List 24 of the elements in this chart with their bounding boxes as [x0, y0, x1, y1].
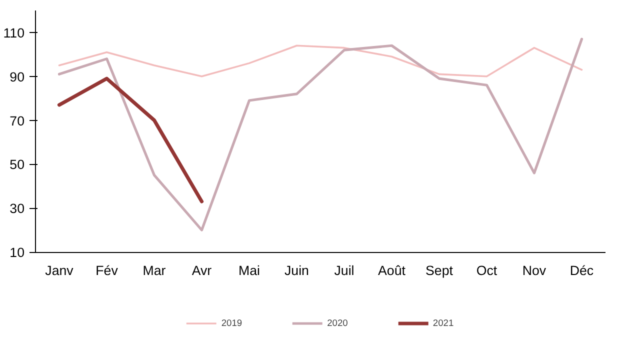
x-tick-label: Mar: [142, 263, 166, 278]
y-tick-label: 30: [10, 201, 25, 216]
line-series: [58, 38, 584, 232]
x-tick-label: Août: [378, 263, 406, 278]
line-series: [58, 44, 583, 78]
legend-label: 2021: [432, 318, 454, 328]
x-tick-label: Fév: [96, 263, 118, 278]
x-tick-label: Mai: [238, 263, 260, 278]
line-series: [57, 76, 204, 204]
y-tick-label: 90: [10, 69, 25, 84]
legend-label: 2020: [327, 318, 348, 328]
y-tick-label: 70: [10, 113, 25, 128]
x-tick-label: Janv: [45, 263, 74, 278]
legend-label: 2019: [221, 318, 242, 328]
x-tick-label: Sept: [426, 263, 454, 278]
x-tick-label: Nov: [522, 263, 546, 278]
x-tick-label: Oct: [476, 263, 498, 278]
y-tick-label: 10: [10, 245, 25, 260]
y-tick-label: 50: [10, 157, 25, 172]
x-tick-label: Juin: [284, 263, 309, 278]
x-tick-label: Avr: [192, 263, 212, 278]
x-tick-label: Juil: [334, 263, 354, 278]
x-tick-label: Déc: [570, 263, 594, 278]
y-tick-label: 110: [3, 25, 24, 40]
